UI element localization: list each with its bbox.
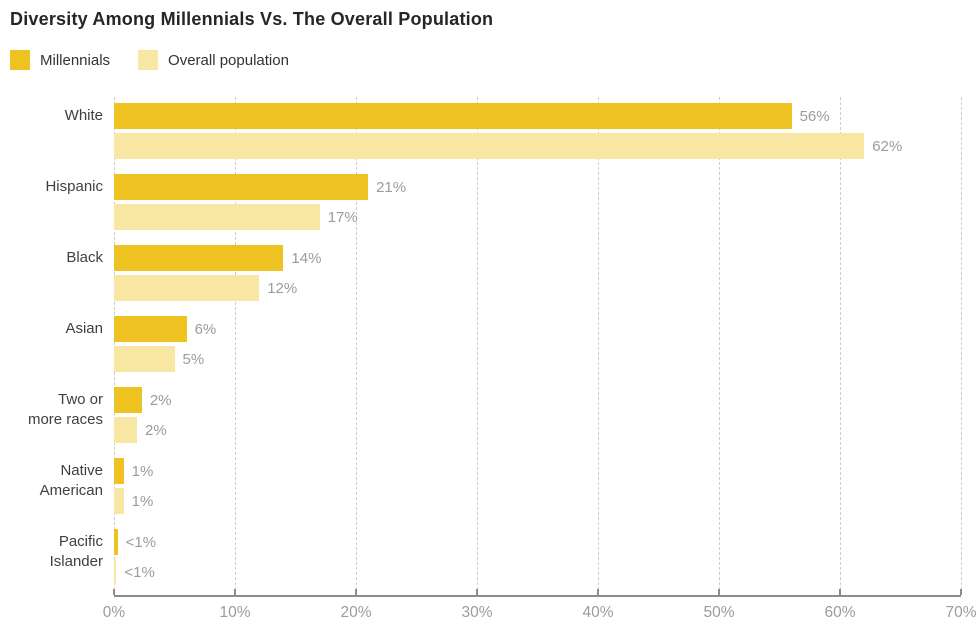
bar-groups: White 56% 62% Hispanic 21% 17% Black 14% 12% Asia…	[28, 103, 961, 585]
bar-overall-population	[114, 488, 124, 514]
bar-row: 56%	[114, 103, 961, 129]
bar-overall-population	[114, 346, 175, 372]
gridline	[235, 97, 236, 595]
value-label: <1%	[125, 533, 157, 551]
legend-swatch-millennials	[10, 50, 30, 70]
legend-item-overall-population: Overall population	[138, 50, 289, 70]
bar-millennials	[114, 387, 142, 413]
value-label: 17%	[327, 208, 358, 226]
value-label: 14%	[291, 249, 322, 267]
chart-page: Diversity Among Millennials Vs. The Over…	[0, 9, 980, 629]
bar-row: 5%	[114, 346, 961, 372]
bar-millennials	[114, 245, 284, 271]
axis-tick-label: 20%	[340, 604, 372, 621]
gridline	[598, 97, 599, 595]
plot-area: White 56% 62% Hispanic 21% 17% Black 14% 12% Asia…	[28, 97, 962, 595]
axis-tick	[718, 589, 720, 595]
gridline	[961, 97, 962, 595]
axis-tick-label: 70%	[945, 604, 977, 621]
value-label: 2%	[149, 391, 172, 409]
bar-group: White 56% 62%	[65, 103, 961, 159]
category-label: Asian	[65, 320, 103, 337]
bar-row: 6%	[114, 316, 961, 342]
value-label: 5%	[182, 350, 205, 368]
bar-row: 62%	[114, 133, 961, 159]
value-label: 62%	[872, 137, 903, 155]
category-label: Pacific Islander	[49, 533, 103, 570]
axis-tick	[234, 589, 236, 595]
bar-overall-population	[114, 417, 137, 443]
value-label: 1%	[131, 462, 154, 480]
gridline	[356, 97, 357, 595]
category-label: Black	[66, 249, 103, 266]
gridline	[719, 97, 720, 595]
axis-tick	[476, 589, 478, 595]
axis-tick-label: 50%	[703, 604, 735, 621]
bar-row: 1%	[114, 458, 961, 484]
value-label: 12%	[267, 279, 298, 297]
axis-tick-label: 10%	[219, 604, 251, 621]
legend-item-millennials: Millennials	[10, 50, 110, 70]
axis-tick-label: 30%	[461, 604, 493, 621]
gridline	[477, 97, 478, 595]
axis-tick-label: 40%	[582, 604, 614, 621]
category-label: White	[64, 107, 103, 124]
x-axis: 0% 10% 20% 30% 40% 50% 60% 70%	[103, 589, 977, 629]
bar-group: Pacific Islander <1% <1%	[50, 529, 961, 585]
bar-row: 17%	[114, 204, 961, 230]
axis-tick-label: 0%	[102, 604, 126, 621]
bar-group: Black 14% 12%	[66, 245, 961, 301]
chart-title: Diversity Among Millennials Vs. The Over…	[10, 9, 494, 29]
bar-row: <1%	[114, 529, 961, 555]
bar-group: Hispanic 21% 17%	[45, 174, 961, 230]
value-label: 6%	[194, 320, 217, 338]
bar-row: 1%	[114, 488, 961, 514]
bar-row: 14%	[114, 245, 961, 271]
legend-swatch-overall-population	[138, 50, 159, 70]
gridline	[840, 97, 841, 595]
value-label: 2%	[144, 421, 167, 439]
bar-group: Native American 1% 1%	[40, 458, 961, 514]
axis-tick	[839, 589, 841, 595]
axis-tick	[597, 589, 599, 595]
axis-tick	[960, 589, 962, 595]
bar-row: 2%	[114, 417, 961, 443]
bar-millennials	[114, 103, 792, 129]
category-label: Native American	[39, 462, 103, 499]
legend-label-overall-population: Overall population	[168, 51, 289, 69]
bar-row: <1%	[114, 559, 961, 585]
bar-group: Two or more races 2% 2%	[28, 387, 961, 443]
axis-tick	[355, 589, 357, 595]
bar-overall-population	[114, 559, 117, 585]
value-label: 56%	[799, 107, 830, 125]
bar-overall-population	[114, 133, 865, 159]
value-label: 1%	[131, 492, 154, 510]
value-label: <1%	[124, 563, 155, 581]
category-label: Two or more races	[27, 391, 103, 428]
value-label: 21%	[376, 178, 407, 196]
bar-row: 21%	[114, 174, 961, 200]
bar-row: 12%	[114, 275, 961, 301]
bar-overall-population	[114, 275, 260, 301]
axis-tick	[113, 589, 115, 595]
bar-millennials	[114, 316, 187, 342]
axis-tick-label: 60%	[824, 604, 856, 621]
legend-label-millennials: Millennials	[40, 51, 111, 69]
bar-chart: White 56% 62% Hispanic 21% 17% Black 14% 12% Asia…	[28, 97, 977, 629]
bar-millennials	[114, 529, 118, 555]
legend: Millennials Overall population	[10, 50, 980, 70]
bar-group: Asian 6% 5%	[65, 316, 961, 372]
bar-millennials	[114, 458, 124, 484]
bar-row: 2%	[114, 387, 961, 413]
bar-overall-population	[114, 204, 320, 230]
bar-millennials	[114, 174, 369, 200]
category-label: Hispanic	[45, 178, 103, 195]
